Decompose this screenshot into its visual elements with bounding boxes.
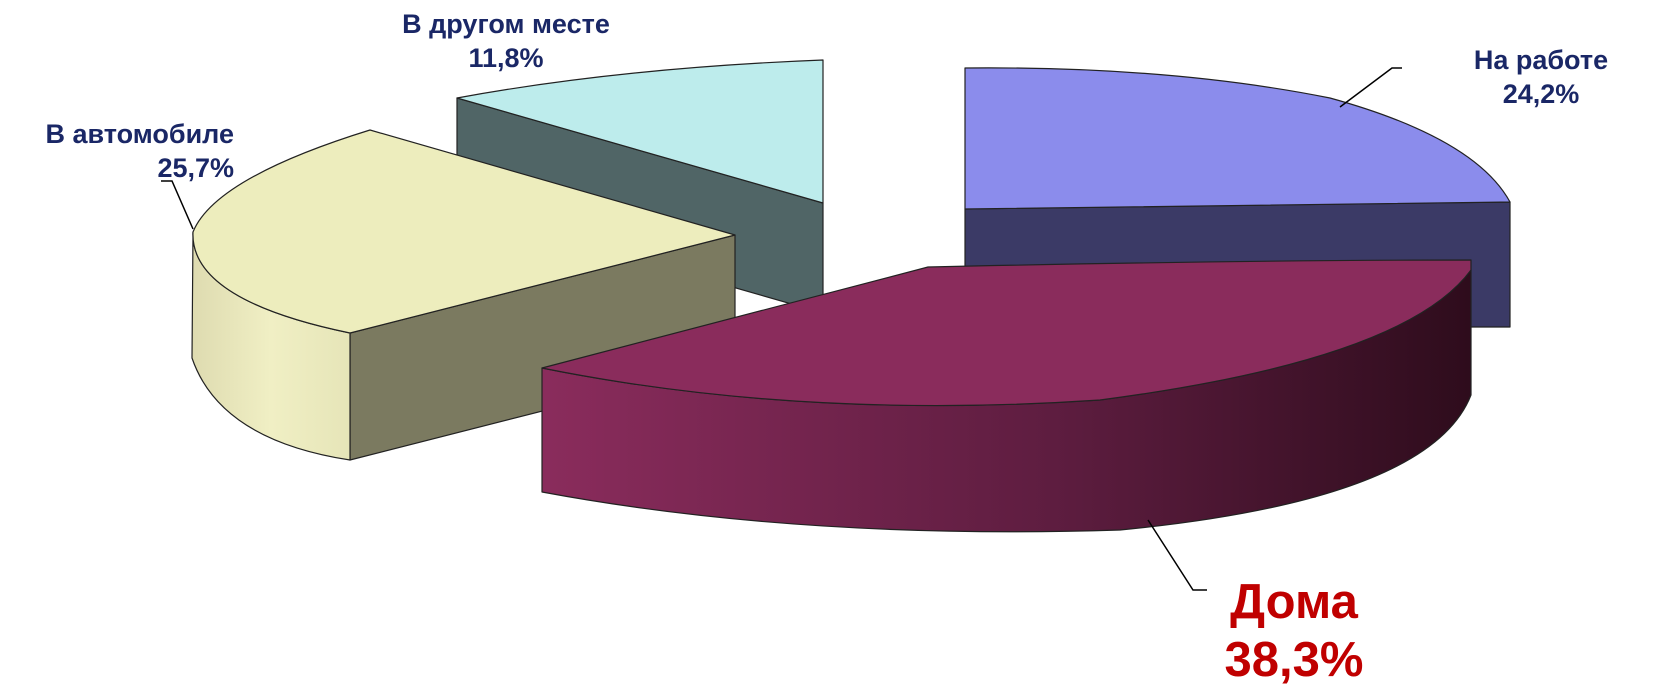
- slice-label-value: 38,3%: [1224, 632, 1364, 687]
- slice-label-value: 11,8%: [468, 42, 544, 73]
- slice-top-v-drugom-meste: [456, 59, 824, 204]
- slice-top-v-avtomobile: [192, 129, 736, 334]
- slice-label-name: На работе: [1473, 45, 1609, 75]
- slice-label-name: Дома: [1230, 575, 1358, 629]
- slice-label-value: 25,7%: [157, 152, 234, 183]
- slice-top-doma: [541, 259, 1472, 407]
- label-v-avtomobile: В автомобиле 25,7%: [8, 118, 234, 186]
- slice-label-value: 24,2%: [1502, 78, 1580, 109]
- leader-line-v-avtomobile: [161, 180, 194, 230]
- label-na-rabote: На работе 24,2%: [1428, 44, 1654, 112]
- leader-line-doma: [1147, 519, 1207, 591]
- leader-line-na-rabote: [1339, 67, 1402, 108]
- label-v-drugom-meste: В другом месте 11,8%: [370, 8, 642, 76]
- slice-label-name: В другом месте: [402, 9, 610, 39]
- slice-top-na-rabote: [964, 67, 1511, 210]
- slice-label-name: В автомобиле: [45, 119, 234, 149]
- label-doma: Дома 38,3%: [1204, 574, 1384, 690]
